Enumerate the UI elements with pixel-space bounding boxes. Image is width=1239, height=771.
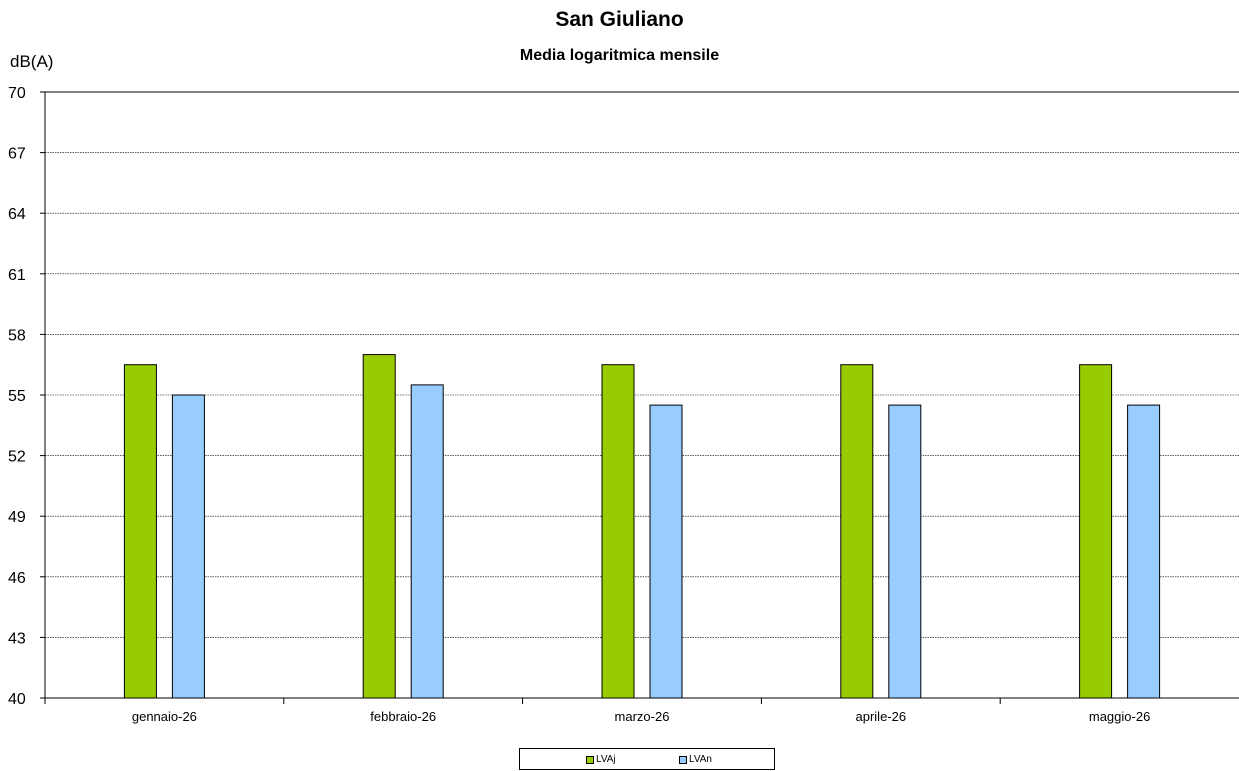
- bar-lvan-marzo-26: [649, 404, 683, 699]
- y-tick-label: 55: [8, 388, 26, 405]
- y-tick-label: 67: [8, 146, 26, 163]
- legend-item-lvaj: LVAj: [586, 754, 616, 765]
- legend-label-lvaj: LVAj: [596, 754, 616, 765]
- gridlines: [45, 152, 1239, 638]
- x-tick-label: gennaio-26: [132, 709, 197, 724]
- legend-item-lvan: LVAn: [679, 754, 712, 765]
- y-tick-label: 49: [8, 509, 26, 526]
- y-axis-label: dB(A): [10, 52, 54, 71]
- y-tick-label: 52: [8, 449, 26, 466]
- bar-lvan-maggio-26: [1127, 404, 1161, 699]
- legend-swatch-lvaj: [586, 755, 594, 764]
- y-tick-label: 64: [8, 206, 26, 223]
- y-tick-label: 43: [8, 630, 26, 647]
- x-tick-label: aprile-26: [856, 709, 907, 724]
- y-tick-label: 70: [8, 85, 26, 102]
- y-tick-label: 61: [8, 267, 26, 284]
- bar-lvaj-marzo-26: [601, 364, 635, 699]
- bar-lvan-febbraio-26: [410, 384, 444, 699]
- legend-label-lvan: LVAn: [689, 754, 712, 765]
- tick-labels: 40 43 46 49 52 55 58 61 64 67 70 gennaio-26 febbraio…: [8, 85, 1150, 724]
- chart-subtitle: Media logaritmica mensile: [519, 47, 720, 64]
- x-tick-label: febbraio-26: [370, 709, 436, 724]
- bar-lvaj-aprile-26: [840, 364, 874, 699]
- x-tick-label: maggio-26: [1089, 709, 1150, 724]
- bars: [123, 354, 1161, 699]
- legend: LVAj LVAn: [519, 748, 775, 770]
- y-tick-label: 58: [8, 327, 26, 344]
- bar-lvaj-maggio-26: [1079, 364, 1113, 699]
- legend-swatch-lvan: [679, 755, 687, 764]
- y-tick-label: 40: [8, 691, 26, 708]
- bar-lvaj-gennaio-26: [123, 364, 157, 699]
- bar-lvaj-febbraio-26: [362, 354, 396, 699]
- y-tick-label: 46: [8, 570, 26, 587]
- axes: [40, 91, 1239, 704]
- bar-lvan-gennaio-26: [171, 394, 205, 699]
- x-tick-label: marzo-26: [615, 709, 670, 724]
- chart-title: San Giuliano: [555, 8, 684, 31]
- bar-lvan-aprile-26: [888, 404, 922, 699]
